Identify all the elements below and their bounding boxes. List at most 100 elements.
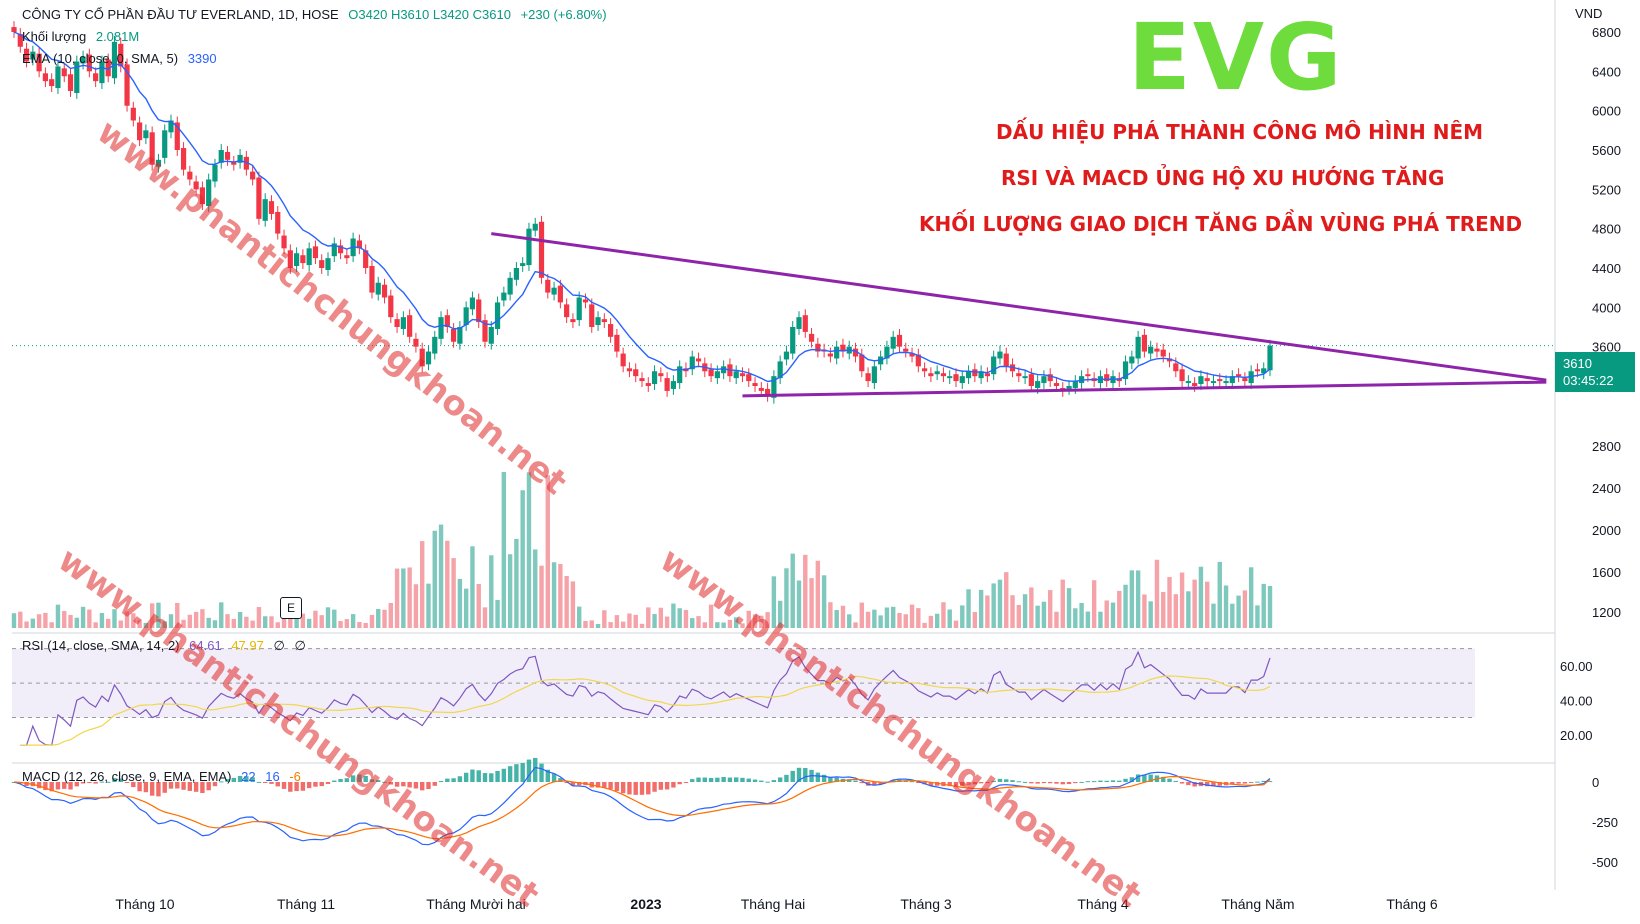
candle-body [80,56,86,64]
volume-bar [432,530,437,628]
macd-histogram-bar [771,780,777,782]
volume-bar [482,607,488,628]
x-axis-label: Tháng 11 [277,896,335,912]
macd-histogram-bar [872,782,877,786]
candle-body [890,336,896,349]
volume-bar [193,611,199,628]
macd-histogram-bar [1079,781,1084,783]
candle-body [589,304,595,327]
macd-histogram-bar [595,782,601,788]
note-line-1: DẤU HIỆU PHÁ THÀNH CÔNG MÔ HÌNH NÊM [996,120,1484,144]
volume-bar [796,580,802,628]
volume-bar [570,581,576,628]
candle-body [457,327,463,344]
macd-histogram-bar [533,757,538,782]
macd-line [13,766,1271,846]
candle-body [419,348,425,367]
macd-histogram-bar [99,781,105,783]
volume-bar [1123,584,1128,628]
candle-body [268,201,275,214]
macd-histogram-bar [727,777,733,782]
volume-bar [1248,567,1254,628]
candle-body [947,376,953,379]
candle-body [576,297,582,321]
volume-bar [595,623,601,628]
volume-bar [891,606,896,628]
rsi-tick-label: 40.00 [1560,693,1593,708]
volume-bar [137,620,142,628]
macd-histogram-bar [715,777,720,782]
macd-histogram-bar [815,772,821,782]
price-tick-label: 6400 [1592,64,1621,79]
volume-bar [30,618,36,628]
volume-bar [1142,594,1147,628]
price-tick-label: 3600 [1592,340,1621,355]
volume-bar [131,613,136,628]
volume-bar [734,617,739,628]
candle-body [193,181,199,190]
macd-histogram-bar [514,764,519,782]
macd-histogram-bar [558,778,563,782]
macd-histogram-bar [74,782,79,787]
x-axis-label: 2023 [630,896,661,912]
macd-histogram-bar [1004,779,1009,782]
candle-body [903,348,909,352]
macd-histogram-bar [87,782,92,784]
volume-bar [821,575,827,628]
macd-histogram-bar [671,782,676,788]
volume-bar [24,621,29,628]
volume-bar [489,555,494,628]
macd-histogram-bar [608,782,613,790]
price-tick-label: 2000 [1592,523,1621,538]
volume-bar [520,490,525,628]
candle-body [1267,345,1273,371]
macd-histogram-bar [1117,780,1122,782]
candle-body [570,319,576,323]
macd-histogram-bar [1048,782,1053,784]
macd-histogram-bar [495,770,500,782]
macd-histogram-bar [708,777,714,782]
candle-body [250,171,256,180]
volume-bar [1054,611,1059,628]
volume-bar [1261,583,1266,628]
candle-body [425,351,432,365]
volume-bar [250,620,255,628]
volume-bar [985,595,990,628]
candle-body [551,287,557,295]
candle-body [695,358,702,362]
macd-histogram-bar [1230,782,1235,785]
macd-histogram-bar [1029,782,1034,784]
candle-body [852,348,859,357]
macd-histogram-bar [237,775,243,782]
macd-histogram-bar [463,772,469,782]
candle-body [149,132,155,165]
candle-body [494,302,501,329]
x-axis-label: Tháng Mười hai [426,896,525,912]
candle-body [1192,383,1198,386]
volume-bar [62,611,67,628]
candle-body [356,240,362,249]
price-tick-label: 6800 [1592,25,1621,40]
earnings-badge[interactable]: E [280,597,302,619]
volume-bar [1029,587,1034,628]
candle-body [1028,374,1034,386]
candle-body [438,317,444,339]
macd-histogram-bar [187,782,193,791]
macd-histogram-bar [338,778,343,782]
candle-body [626,368,633,372]
candle-body [155,159,162,167]
volume-bar [815,560,821,628]
volume-bar [1167,577,1172,628]
macd-histogram-bar [545,769,550,782]
macd-histogram-bar [175,782,180,789]
volume-bar [206,617,211,628]
candle-body [739,373,746,377]
candle-body [488,327,494,344]
volume-bar [263,616,268,628]
macd-histogram-bar [325,782,331,784]
candle-body [36,53,42,72]
rsi-sma-line [20,675,1271,746]
volume-bar [219,602,224,628]
price-tick-label: 5200 [1592,182,1621,197]
